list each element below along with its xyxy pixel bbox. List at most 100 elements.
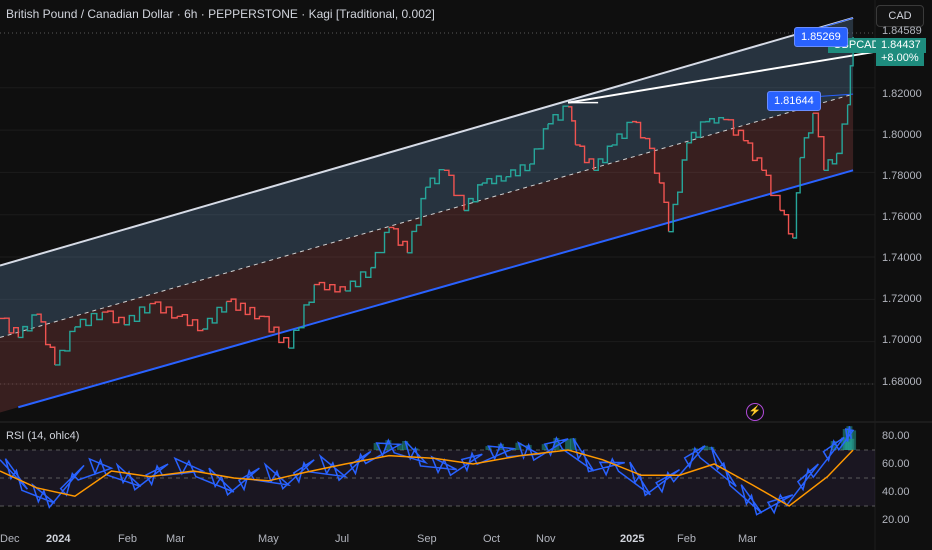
- time-axis-label: Sep: [417, 533, 437, 545]
- rsi-overbought-fill: [485, 446, 492, 450]
- kagi-down-segment: [780, 209, 794, 239]
- channel-median-line: [0, 93, 854, 338]
- kagi-down-segment: [177, 314, 204, 332]
- kagi-up-segment: [407, 187, 427, 254]
- time-axis-label: Feb: [118, 533, 137, 545]
- price-axis-label: 1.82000: [882, 88, 922, 100]
- price-axis-label: 1.68000: [882, 376, 922, 388]
- kagi-down-segment: [644, 137, 661, 183]
- change-percent-tag: +8.00%: [876, 51, 924, 66]
- price-axis-label: 1.80000: [882, 129, 922, 141]
- price-axis-label: 1.78000: [882, 170, 922, 182]
- time-axis-label: Oct: [483, 533, 501, 545]
- kagi-down-segment: [723, 118, 745, 141]
- kagi-down-segment: [0, 317, 19, 338]
- rsi-axis-label: 80.00: [882, 430, 910, 442]
- kagi-up-segment: [124, 303, 151, 326]
- channel-upper-line: [0, 16, 854, 267]
- trendline: [567, 50, 876, 104]
- rsi-overbought-fill: [565, 438, 572, 450]
- kagi-down-segment: [443, 169, 465, 211]
- time-axis-label: Nov: [536, 533, 556, 545]
- kagi-down-segment: [314, 281, 346, 293]
- time-axis-label: Dec: [0, 533, 20, 545]
- kagi-up-segment: [836, 104, 849, 155]
- rsi-overbought-fill: [373, 443, 380, 450]
- kagi-up-segment: [482, 175, 507, 185]
- channel-lower-line: [17, 169, 854, 409]
- price-axis-label: 1.70000: [882, 334, 922, 346]
- currency-button[interactable]: CAD: [876, 5, 924, 27]
- rsi-ma-line: [0, 449, 854, 507]
- kagi-up-segment: [202, 301, 228, 330]
- kagi-up-segment: [74, 312, 103, 328]
- time-axis-label: Feb: [677, 533, 696, 545]
- kagi-up-segment: [370, 227, 390, 269]
- time-axis-label: May: [258, 533, 279, 545]
- kagi-up-segment: [345, 267, 372, 292]
- rsi-overbought-fill: [570, 438, 577, 450]
- lightning-icon[interactable]: ⚡: [746, 403, 764, 421]
- rsi-overbought-fill: [385, 440, 392, 450]
- kagi-up-segment: [529, 123, 549, 165]
- kagi-up-segment: [847, 36, 854, 106]
- time-axis-label: Mar: [738, 533, 757, 545]
- lower-channel-price-label[interactable]: 1.81644: [767, 91, 821, 111]
- kagi-down-segment: [632, 120, 646, 139]
- kagi-up-segment: [288, 284, 315, 349]
- kagi-up-segment: [611, 121, 633, 146]
- parallel-channel[interactable]: [0, 16, 876, 413]
- channel-lower-fill: [0, 94, 854, 413]
- rsi-overbought-fill: [541, 444, 548, 450]
- kagi-up-segment: [548, 105, 569, 125]
- price-axis-label: 1.76000: [882, 211, 922, 223]
- rsi-overbought-fill: [850, 430, 857, 450]
- kagi-up-segment: [668, 142, 688, 233]
- kagi-up-segment: [593, 144, 613, 171]
- kagi-down-segment: [226, 298, 261, 320]
- rsi-axis-label: 40.00: [882, 486, 910, 498]
- kagi-down-segment: [36, 313, 56, 365]
- channel-upper-fill: [0, 17, 854, 338]
- kagi-down-segment: [389, 226, 409, 253]
- time-axis-label: Jul: [335, 533, 350, 545]
- rsi-axis-label: 20.00: [882, 514, 910, 526]
- rsi-overbought-fill: [515, 442, 522, 450]
- kagi-up-segment: [54, 326, 76, 366]
- kagi-down-segment: [568, 106, 577, 145]
- upper-channel-price-label[interactable]: 1.85269: [794, 27, 848, 47]
- kagi-up-segment: [425, 169, 445, 188]
- kagi-up-segment: [823, 153, 838, 171]
- kagi-up-segment: [686, 121, 706, 144]
- rsi-overbought-fill: [525, 444, 532, 450]
- price-axis-label: 1.72000: [882, 293, 922, 305]
- kagi-up-segment: [463, 182, 483, 212]
- kagi-down-segment: [259, 315, 290, 349]
- time-axis-label: 2024: [46, 533, 71, 545]
- rsi-overbought-fill: [846, 426, 853, 450]
- rsi-axis-label: 60.00: [882, 458, 910, 470]
- last-price-tag: 1.84437: [876, 38, 926, 53]
- price-axis-label: 1.84589: [882, 25, 922, 37]
- rsi-line: [0, 426, 855, 516]
- rsi-overbought-fill: [553, 437, 560, 450]
- rsi-legend-label[interactable]: RSI (14, ohlc4): [6, 430, 80, 442]
- kagi-down-segment: [149, 301, 178, 319]
- kagi-up-segment: [18, 314, 38, 339]
- kagi-down-segment: [743, 139, 763, 171]
- price-axis-label: 1.74000: [882, 252, 922, 264]
- time-axis-label: 2025: [620, 533, 645, 545]
- rsi-overbought-fill: [830, 441, 837, 450]
- kagi-down-segment: [659, 182, 670, 232]
- kagi-up-segment: [800, 113, 814, 159]
- time-axis-label: Mar: [166, 533, 185, 545]
- rsi-overbought-fill: [702, 445, 709, 450]
- kagi-down-segment: [761, 169, 781, 211]
- kagi-up-segment: [792, 157, 801, 239]
- kagi-up-segment: [705, 116, 725, 124]
- rsi-overbought-fill: [402, 441, 409, 450]
- rsi-pane: [0, 426, 875, 516]
- kagi-up-segment: [506, 163, 531, 178]
